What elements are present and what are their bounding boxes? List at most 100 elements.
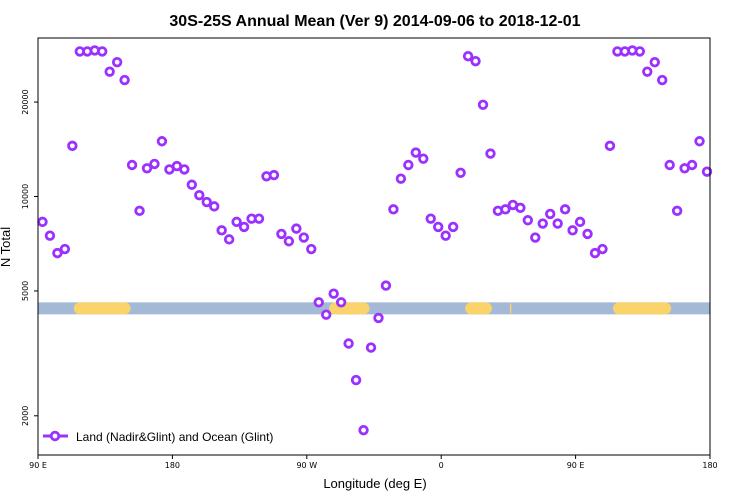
data-point xyxy=(403,159,414,171)
data-point xyxy=(268,169,280,181)
data-point xyxy=(515,202,526,214)
data-point xyxy=(671,205,683,217)
x-tick-label: 180 xyxy=(165,461,180,470)
data-point xyxy=(455,167,466,178)
data-point xyxy=(223,234,235,245)
data-point xyxy=(582,228,593,240)
data-point xyxy=(194,189,205,201)
data-point xyxy=(298,232,310,243)
data-point xyxy=(380,280,392,291)
land-segment xyxy=(465,302,492,315)
y-axis: 2000 5000 10000 20000 xyxy=(21,89,38,426)
x-axis-label: Longitude (deg E) xyxy=(323,476,426,491)
data-point xyxy=(574,216,586,228)
data-point xyxy=(335,297,347,308)
data-point xyxy=(104,66,115,77)
data-point xyxy=(59,243,71,255)
data-point xyxy=(350,374,362,386)
data-point xyxy=(283,236,295,247)
data-point xyxy=(201,196,212,208)
x-tick-label: 90 E xyxy=(567,461,585,470)
data-point xyxy=(589,247,601,259)
data-point xyxy=(567,225,578,236)
data-point xyxy=(44,230,56,241)
data-point xyxy=(418,153,429,164)
data-point xyxy=(552,218,563,229)
data-point xyxy=(537,218,548,229)
data-point xyxy=(642,66,653,77)
land-segment xyxy=(612,302,672,315)
legend-marker xyxy=(49,430,61,442)
data-point xyxy=(119,74,130,86)
data-point xyxy=(179,164,190,175)
land-segment xyxy=(509,302,512,315)
data-points xyxy=(37,45,713,436)
y-tick-label: 10000 xyxy=(21,184,30,209)
data-point xyxy=(477,99,489,110)
data-point xyxy=(216,225,227,236)
x-tick-label: 0 xyxy=(439,461,444,470)
data-point xyxy=(141,163,153,174)
data-point xyxy=(634,46,646,57)
data-point xyxy=(276,228,287,240)
data-point xyxy=(253,213,265,224)
y-tick-label: 20000 xyxy=(21,89,30,114)
x-tick-label: 90 W xyxy=(296,461,317,470)
x-axis: 90 E 180 90 W 0 90 E 180 xyxy=(29,455,718,470)
data-point xyxy=(126,159,138,171)
data-point xyxy=(97,46,108,57)
data-point xyxy=(462,50,474,62)
data-point xyxy=(649,56,660,68)
data-point xyxy=(694,136,705,147)
legend-label: Land (Nadir&Glint) and Ocean (Glint) xyxy=(76,430,273,444)
y-tick-label: 2000 xyxy=(21,406,30,426)
land-segment xyxy=(329,302,370,315)
data-point xyxy=(149,158,160,170)
chart-title: 30S-25S Annual Mean (Ver 9) 2014-09-06 t… xyxy=(169,13,580,30)
data-point xyxy=(186,179,198,190)
land-segment xyxy=(73,302,131,315)
data-point xyxy=(425,213,436,224)
data-point xyxy=(156,136,168,147)
data-point xyxy=(559,204,571,215)
data-point xyxy=(485,148,496,159)
x-tick-label: 90 E xyxy=(29,461,47,470)
data-point xyxy=(365,342,377,353)
data-point xyxy=(597,243,608,255)
data-point xyxy=(343,338,354,349)
data-point xyxy=(291,223,302,234)
x-tick-label: 180 xyxy=(702,461,717,470)
data-point xyxy=(111,56,123,68)
data-point xyxy=(522,215,534,226)
data-point xyxy=(447,221,459,233)
data-point xyxy=(306,243,317,255)
data-point xyxy=(545,208,556,220)
data-point xyxy=(52,247,63,259)
surface-type-bar xyxy=(38,302,710,315)
data-point xyxy=(440,230,451,241)
data-point xyxy=(395,173,407,184)
data-point xyxy=(358,424,369,436)
y-tick-label: 5000 xyxy=(21,281,30,301)
y-axis-label: N Total xyxy=(0,227,13,267)
data-point xyxy=(67,140,78,152)
legend: Land (Nadir&Glint) and Ocean (Glint) xyxy=(43,430,273,444)
data-point xyxy=(530,232,541,243)
data-point xyxy=(686,159,698,171)
data-point xyxy=(328,288,339,299)
data-point xyxy=(321,309,332,320)
plot-frame xyxy=(37,37,711,456)
data-point xyxy=(604,140,616,152)
data-point xyxy=(657,74,668,86)
ocean-bar xyxy=(38,302,710,315)
data-point xyxy=(373,312,384,324)
data-point xyxy=(209,201,220,212)
data-point xyxy=(500,204,511,215)
data-point xyxy=(238,221,250,233)
data-point xyxy=(433,221,444,233)
data-point xyxy=(701,166,713,177)
data-point xyxy=(410,147,422,158)
data-point xyxy=(470,55,481,67)
data-point xyxy=(37,216,48,228)
